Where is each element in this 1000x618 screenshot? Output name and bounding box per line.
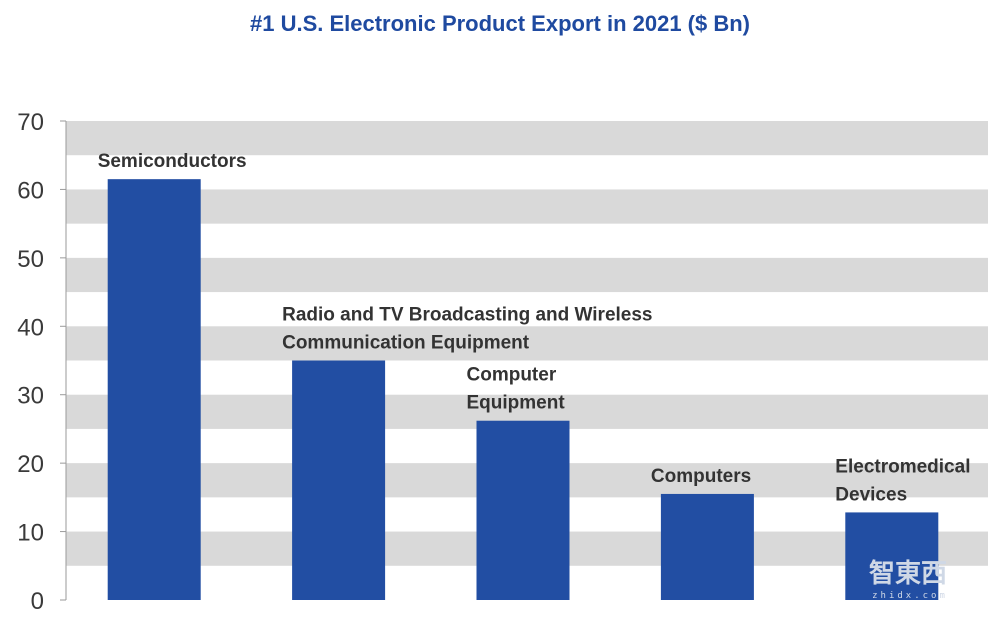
y-axis xyxy=(60,120,67,601)
y-tick-label: 50 xyxy=(17,246,44,273)
y-tick-label: 30 xyxy=(17,383,44,410)
bar-category-label: Computers xyxy=(651,466,751,487)
bar-category-label: Computer xyxy=(467,365,557,386)
bars xyxy=(107,179,939,600)
y-tick-labels: 0 10 20 30 40 50 60 70 xyxy=(17,109,44,615)
watermark-logo-text: 智東西 xyxy=(869,559,947,589)
bar xyxy=(660,493,754,600)
y-tick-label: 60 xyxy=(17,177,44,204)
bar-category-label: Electromedical xyxy=(835,456,970,477)
grid-band xyxy=(66,257,988,293)
y-tick-label: 20 xyxy=(17,451,44,478)
y-tick-label: 10 xyxy=(17,520,44,547)
category-labels: Semiconductors Radio and TV Broadcasting … xyxy=(98,151,971,505)
bar-category-label: Devices xyxy=(835,484,907,505)
bar xyxy=(292,360,386,600)
watermark: 智東西 zhidx.com xyxy=(869,559,948,601)
grid-band xyxy=(66,189,988,224)
bar-category-label: Semiconductors xyxy=(98,151,247,172)
grid-band xyxy=(66,326,988,361)
grid-bands xyxy=(66,121,988,566)
bar-category-label: Radio and TV Broadcasting and Wireless xyxy=(282,305,652,326)
bar xyxy=(476,420,570,600)
y-tick-label: 70 xyxy=(17,109,44,136)
bar xyxy=(107,179,201,600)
y-tick-label: 0 xyxy=(31,588,44,615)
grid-band xyxy=(66,121,988,156)
chart-title: #1 U.S. Electronic Product Export in 202… xyxy=(250,11,750,36)
bar xyxy=(845,512,939,600)
bar-category-label: Communication Equipment xyxy=(282,333,530,354)
y-tick-label: 40 xyxy=(17,314,44,341)
bar-category-label: Equipment xyxy=(467,393,566,414)
watermark-url: zhidx.com xyxy=(872,591,948,601)
